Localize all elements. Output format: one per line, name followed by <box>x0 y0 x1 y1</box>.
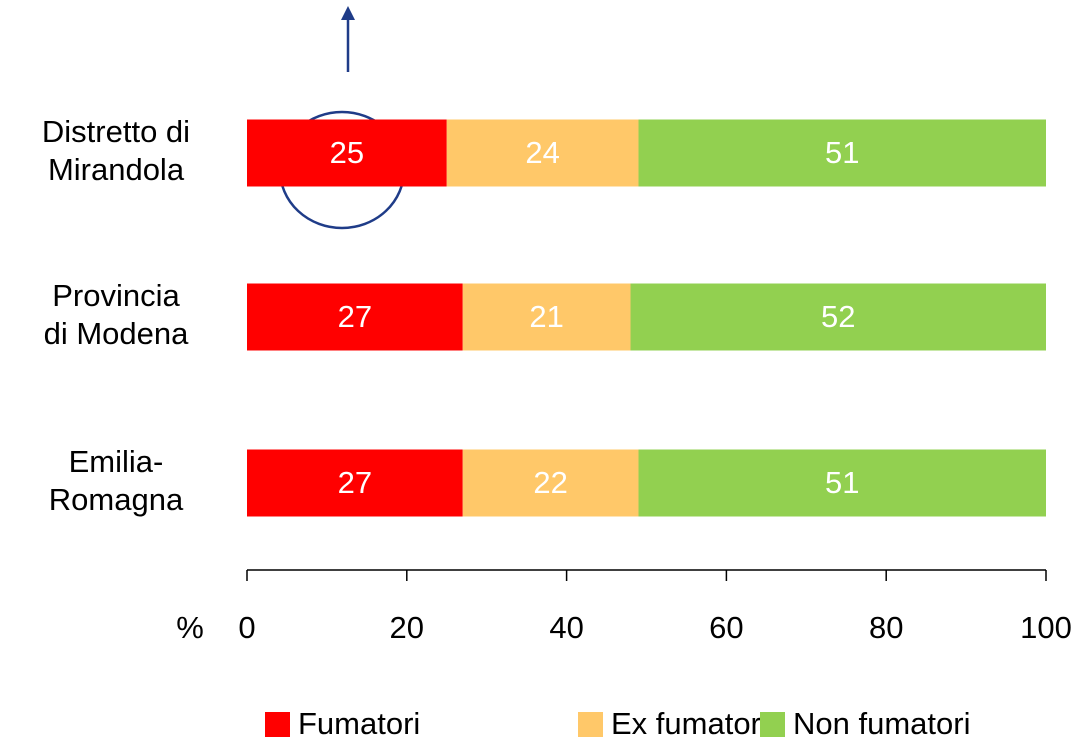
x-tick-label: 20 <box>390 610 424 645</box>
data-label: 25 <box>330 135 364 170</box>
data-label: 24 <box>525 135 559 170</box>
bar-segment <box>638 449 1046 517</box>
bar-segment <box>638 119 1046 187</box>
annotation-arrowhead <box>341 6 355 20</box>
x-tick-label: 0 <box>238 610 255 645</box>
data-label: 22 <box>533 465 567 500</box>
x-axis-label: % <box>176 610 204 645</box>
data-label: 51 <box>825 135 859 170</box>
data-label: 21 <box>529 299 563 334</box>
bar-segment <box>446 119 639 187</box>
y-tick-label: Emilia-Romagna <box>49 444 184 517</box>
data-label: 27 <box>338 465 372 500</box>
data-label: 52 <box>821 299 855 334</box>
bar-segment <box>630 283 1046 351</box>
x-tick-label: 60 <box>709 610 743 645</box>
data-label: 27 <box>338 299 372 334</box>
legend-swatch <box>760 712 785 737</box>
data-label: 51 <box>825 465 859 500</box>
legend-label: Non fumatori <box>793 706 970 741</box>
bar-segment <box>247 119 447 187</box>
legend-label: Ex fumatori <box>611 706 768 741</box>
bar-segment <box>462 283 631 351</box>
bar-segment <box>247 283 463 351</box>
y-tick-label: Provincia di Modena <box>44 278 190 351</box>
x-tick-label: 40 <box>549 610 583 645</box>
bar-segment <box>247 449 463 517</box>
x-tick-label: 100 <box>1020 610 1072 645</box>
legend-swatch <box>265 712 290 737</box>
legend-swatch <box>578 712 603 737</box>
legend-label: Fumatori <box>298 706 420 741</box>
x-tick-label: 80 <box>869 610 903 645</box>
y-tick-label: Distretto di Mirandola <box>42 114 190 187</box>
bar-segment <box>462 449 639 517</box>
